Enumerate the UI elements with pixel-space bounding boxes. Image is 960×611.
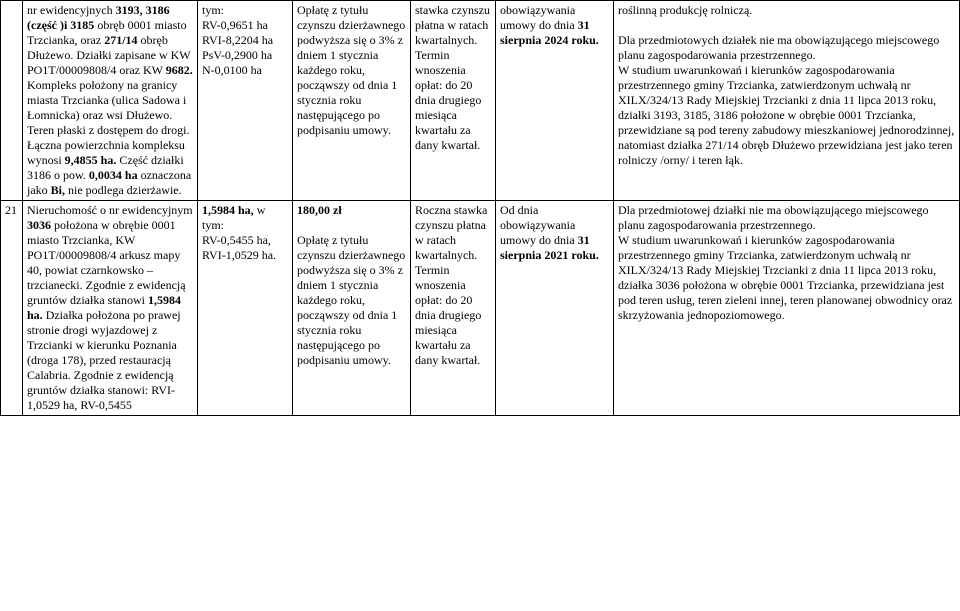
- table-row: 21 Nieruchomość o nr ewidencyjnym 3036 p…: [1, 201, 960, 416]
- description-cell: nr ewidencyjnych 3193, 3186 (część )i 31…: [23, 1, 198, 201]
- payment-cell: Roczna stawka czynszu płatna w ratach kw…: [411, 201, 496, 416]
- rent-terms-cell: 180,00 złOpłatę z tytułu czynszu dzierża…: [293, 201, 411, 416]
- area-breakdown-cell: 1,5984 ha, w tym:RV-0,5455 ha,RVI-1,0529…: [198, 201, 293, 416]
- duration-cell: obowiązywania umowy do dnia 31 sierpnia …: [496, 1, 614, 201]
- row-number-cell: 21: [1, 201, 23, 416]
- table-row: nr ewidencyjnych 3193, 3186 (część )i 31…: [1, 1, 960, 201]
- remarks-cell: Dla przedmiotowej działki nie ma obowiąz…: [614, 201, 960, 416]
- duration-cell: Od dnia obowiązywania umowy do dnia 31 s…: [496, 201, 614, 416]
- remarks-cell: roślinną produkcję rolniczą.Dla przedmio…: [614, 1, 960, 201]
- payment-cell: stawka czynszu płatna w ratach kwartalny…: [411, 1, 496, 201]
- description-cell: Nieruchomość o nr ewidencyjnym 3036 poło…: [23, 201, 198, 416]
- document-table: nr ewidencyjnych 3193, 3186 (część )i 31…: [0, 0, 960, 416]
- rent-terms-cell: Opłatę z tytułu czynszu dzierżawnego pod…: [293, 1, 411, 201]
- area-breakdown-cell: tym:RV-0,9651 haRVI-8,2204 haPsV-0,2900 …: [198, 1, 293, 201]
- row-number-cell: [1, 1, 23, 201]
